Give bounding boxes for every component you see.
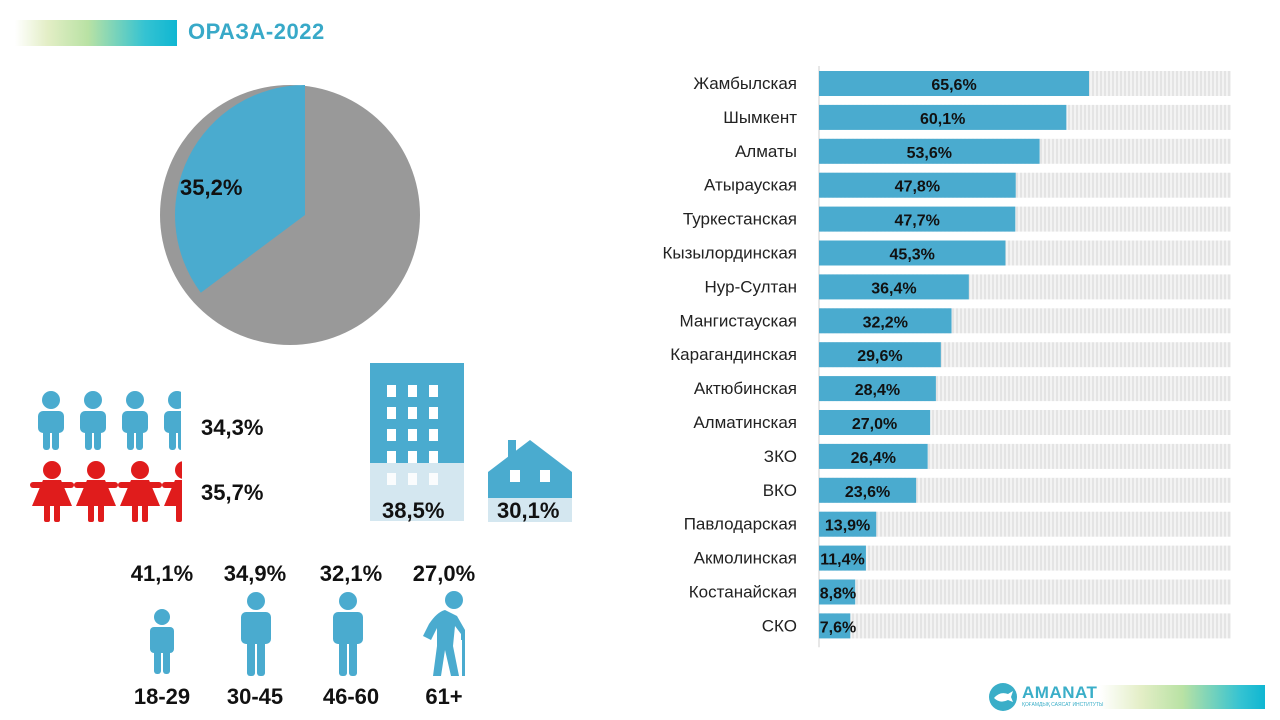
female-icons (30, 460, 182, 524)
data-label: 65,6% (931, 77, 976, 94)
category-label: Карагандинская (670, 345, 797, 364)
bar-track (819, 545, 1231, 571)
bar (819, 240, 1006, 266)
bar (819, 443, 928, 469)
bar (819, 477, 917, 503)
age-label: 46-60 (322, 684, 380, 709)
data-label: 27,0% (852, 416, 897, 433)
age-label: 61+ (425, 684, 463, 709)
category-label: Кызылординская (662, 244, 797, 263)
category-label: Алматы (735, 142, 797, 161)
male-icon (164, 391, 181, 450)
category-label: Акмолинская (694, 549, 797, 568)
young-person-icon (150, 609, 174, 674)
rural-share: 30,1% (497, 498, 560, 523)
bar (819, 545, 866, 571)
urban-share: 38,5% (382, 498, 445, 523)
category-label: Костанайская (689, 583, 797, 602)
bar (819, 342, 941, 368)
category-label: Нур-Султан (705, 277, 797, 296)
female-icon (118, 461, 162, 522)
category-label: ЗКО (764, 447, 797, 466)
age-label: 30-45 (226, 684, 284, 709)
category-label: Туркестанская (683, 210, 797, 229)
data-label: 26,4% (851, 450, 896, 467)
male-icon (80, 391, 106, 450)
age-value: 32,1% (319, 561, 383, 586)
category-label: Шымкент (723, 108, 797, 127)
logo-subtitle: ҚОҒАМДЫҚ САЯСАТ ИНСТИТУТЫ (1022, 702, 1104, 708)
page-title: ОРАЗА-2022 (188, 19, 325, 44)
data-label: 60,1% (920, 111, 965, 128)
bar (819, 71, 1089, 96)
pie-share-slice (175, 85, 305, 293)
house-icon (488, 440, 572, 522)
bar (819, 138, 1040, 164)
female-share: 35,7% (201, 480, 264, 505)
data-label: 32,2% (863, 314, 908, 331)
male-share: 34,3% (201, 415, 264, 440)
middle-age-person-icon (333, 592, 363, 676)
bar (819, 579, 856, 605)
data-label: 53,6% (907, 145, 952, 162)
age-value: 41,1% (130, 561, 194, 586)
category-label: Мангистауская (679, 311, 797, 330)
data-label: 36,4% (871, 280, 916, 297)
bar (819, 511, 877, 537)
data-label: 29,6% (857, 348, 902, 365)
data-label: 28,4% (855, 382, 900, 399)
female-icon (30, 461, 74, 522)
category-label: Атырауская (704, 176, 797, 195)
male-icon (122, 391, 148, 450)
logo-name: AMANAT (1022, 683, 1098, 702)
data-label: 45,3% (890, 247, 935, 264)
elderly-person-icon (423, 591, 465, 676)
apartment-building-icon (370, 363, 464, 521)
category-label: Актюбинская (694, 379, 797, 398)
age-label: 18-29 (133, 684, 191, 709)
male-icon (38, 391, 64, 450)
bar (819, 376, 936, 402)
female-icon (162, 461, 182, 522)
pie-share-label: 35,2% (180, 175, 243, 200)
data-label: 11,4% (820, 552, 864, 569)
bar-track (819, 613, 1231, 639)
overall-pie-chart (160, 85, 420, 345)
region-bar-chart: Жамбылская 65,6% Шымкент 60,1% Алматы 53,6% Ат… (662, 66, 1231, 648)
bar (819, 206, 1016, 232)
data-label: 7,6% (820, 619, 856, 636)
bar (819, 410, 931, 435)
category-label: СКО (762, 616, 797, 635)
footer-accent-bar (1100, 685, 1265, 709)
header-accent-bar (15, 20, 177, 46)
bar (819, 104, 1067, 130)
data-label: 23,6% (845, 484, 890, 501)
bar-track (819, 511, 1231, 537)
category-label: Алматинская (693, 413, 797, 432)
data-label: 13,9% (825, 518, 870, 535)
female-icon (74, 461, 118, 522)
category-label: Жамбылская (693, 74, 797, 93)
bar (819, 613, 851, 639)
category-label: ВКО (763, 481, 797, 500)
male-icons (33, 390, 181, 452)
bar (819, 308, 952, 334)
data-label: 47,7% (894, 213, 939, 230)
age-value: 34,9% (223, 561, 287, 586)
bar (819, 172, 1016, 198)
data-label: 47,8% (895, 179, 940, 196)
adult-person-icon (241, 592, 271, 676)
category-label: Павлодарская (684, 515, 797, 534)
data-label: 8,8% (820, 586, 856, 603)
age-value: 27,0% (412, 561, 476, 586)
bar-track (819, 579, 1231, 605)
bar (819, 274, 969, 300)
amanat-logo-icon (989, 683, 1017, 711)
